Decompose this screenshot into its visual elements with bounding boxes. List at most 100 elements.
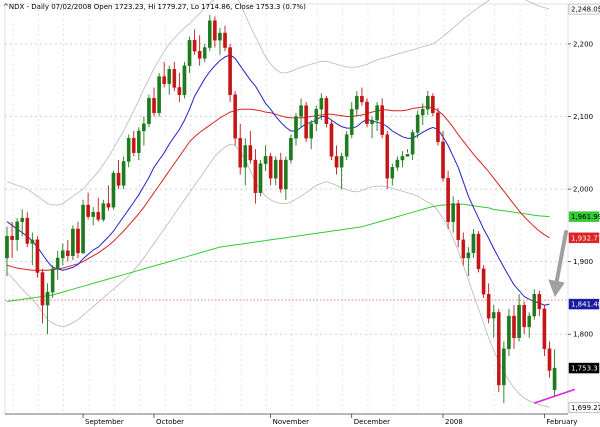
candle	[278, 152, 283, 193]
candle-body	[55, 257, 60, 270]
candle-body	[142, 123, 146, 132]
candle-body	[365, 101, 369, 124]
x-tick-label: September	[85, 418, 124, 426]
candle-body	[157, 76, 161, 114]
candle	[415, 110, 420, 139]
candle-body	[349, 109, 354, 135]
candle	[228, 43, 232, 102]
price-tag: 1,841.48	[568, 298, 600, 310]
candle-body	[466, 252, 471, 259]
lower-band-line	[6, 143, 550, 408]
candle-body	[116, 172, 121, 186]
candle-body	[258, 163, 263, 193]
candle	[86, 192, 90, 220]
candle	[507, 308, 511, 356]
x-tick-label: December	[354, 418, 390, 426]
candle	[329, 120, 334, 161]
candle	[334, 145, 339, 175]
candle	[284, 156, 288, 200]
price-tag-box	[568, 298, 600, 310]
trend-line	[534, 388, 576, 404]
arrow-head	[548, 279, 565, 298]
candle	[289, 134, 293, 164]
candle	[30, 232, 35, 266]
candle	[187, 36, 192, 73]
candle-body	[319, 98, 324, 110]
price-tag: 1,699.27	[568, 402, 600, 413]
candle	[238, 123, 243, 175]
candle-body	[360, 95, 364, 103]
candle	[390, 163, 395, 186]
candle	[426, 91, 430, 116]
candle-body	[253, 159, 258, 193]
candle	[243, 138, 248, 186]
candle	[162, 62, 166, 88]
candle	[157, 72, 161, 117]
candle-body	[294, 116, 298, 139]
candle	[309, 120, 314, 150]
candle	[294, 112, 298, 146]
candle-body	[278, 159, 283, 190]
candle	[400, 151, 405, 168]
candle-body	[50, 268, 55, 293]
candle-body	[111, 172, 116, 208]
candle-body	[395, 159, 400, 168]
price-tag-label: 2,248.05	[571, 6, 600, 14]
candle	[461, 232, 466, 266]
candle-body	[339, 156, 344, 168]
candle-body	[289, 138, 293, 161]
candle-body	[45, 291, 50, 306]
candle-body	[121, 161, 126, 186]
candle-body	[202, 47, 207, 59]
price-tag-label: 1,932.77	[571, 234, 600, 242]
candle-body	[390, 167, 395, 179]
candle	[324, 96, 329, 128]
candle	[496, 308, 501, 393]
y-tick-label: 2,100	[573, 113, 593, 121]
candle	[126, 134, 131, 168]
candle	[137, 127, 141, 161]
price-tag: 1,961.99	[568, 211, 600, 222]
candle	[15, 218, 19, 251]
candle-body	[172, 69, 177, 88]
candle-body	[106, 203, 111, 208]
candle-body	[527, 315, 532, 328]
candle	[314, 105, 319, 131]
candle	[218, 27, 222, 55]
price-tag-label: 1,753.3	[571, 365, 598, 373]
candle	[304, 101, 308, 142]
candle	[395, 156, 400, 171]
candle	[370, 116, 374, 139]
price-tag-box	[568, 362, 600, 374]
candle-body	[547, 348, 552, 371]
candle	[55, 250, 60, 280]
candle-body	[233, 94, 237, 139]
candle-body	[228, 47, 232, 95]
candle-body	[273, 159, 278, 179]
candle	[349, 101, 354, 139]
price-tag: 2,248.05	[568, 3, 600, 15]
candle-body	[187, 40, 192, 66]
price-tag-box	[568, 3, 600, 15]
bands	[6, 0, 550, 408]
candle	[299, 98, 303, 128]
candle	[25, 212, 30, 248]
candle	[40, 268, 45, 324]
candle-body	[137, 130, 141, 153]
candle	[116, 160, 121, 190]
candle-body	[15, 221, 19, 241]
candle-body	[355, 95, 359, 110]
candle	[491, 305, 496, 338]
candle-body	[410, 132, 415, 155]
price-tag-box	[568, 402, 600, 413]
candle-body	[512, 315, 516, 339]
candle-body	[426, 95, 430, 110]
price-tag-label: 1,841.48	[571, 301, 600, 309]
candle	[360, 87, 364, 106]
candle-body	[400, 156, 405, 161]
candle	[466, 247, 471, 277]
candle	[60, 243, 65, 266]
candle-body	[223, 32, 227, 48]
y-tick-label: 2,200	[573, 40, 593, 48]
candle-body	[126, 138, 131, 162]
